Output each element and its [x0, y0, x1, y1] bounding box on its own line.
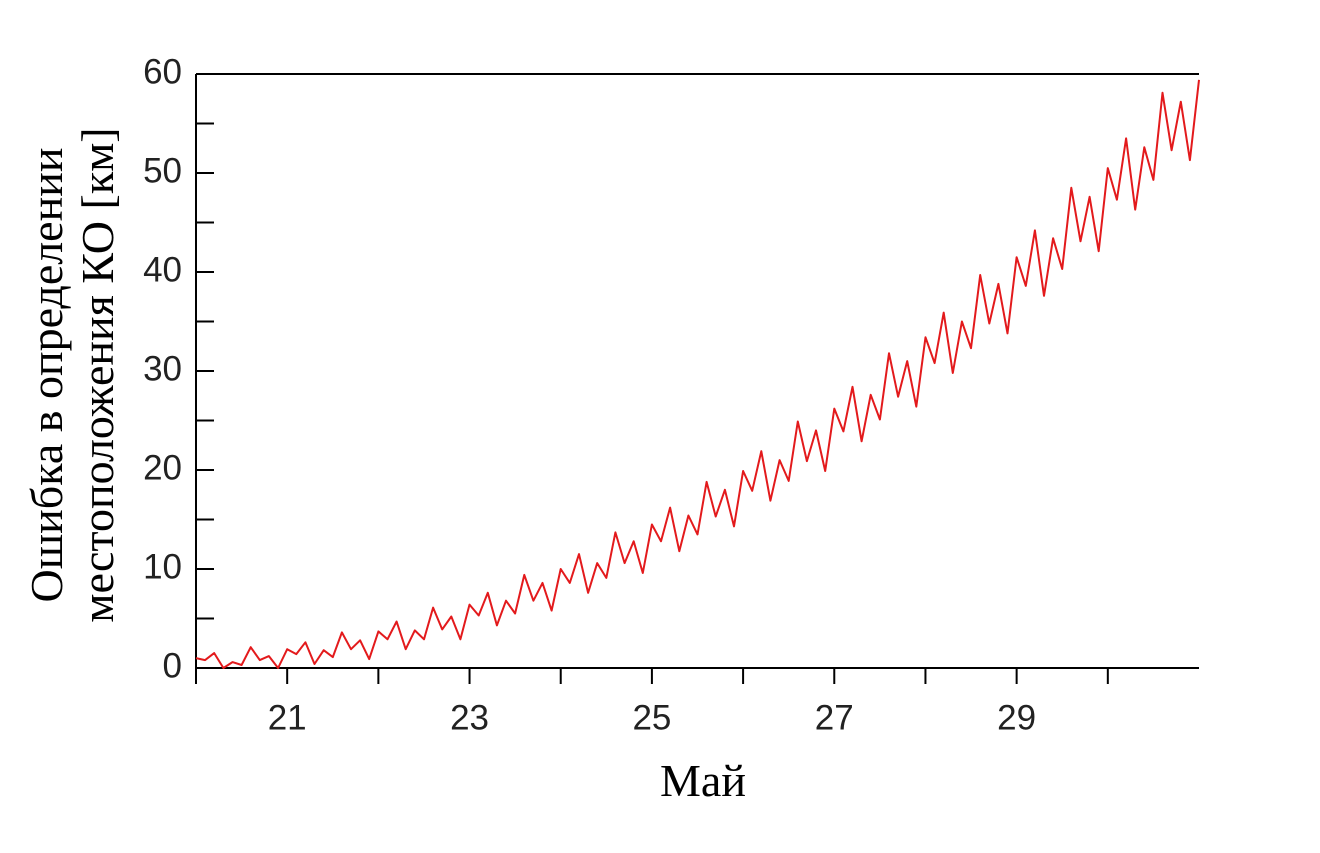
x-tick-label: 25: [632, 698, 671, 737]
y-tick-label: 60: [143, 52, 182, 91]
y-tick-label: 10: [143, 547, 182, 586]
y-tick-label: 40: [143, 250, 182, 289]
y-tick-label: 0: [163, 646, 182, 685]
x-axis-label: Май: [660, 755, 746, 806]
x-tick-label: 21: [268, 698, 307, 737]
y-axis-label: местоположения КО [км]: [72, 127, 123, 622]
data-line: [195, 79, 1200, 669]
y-tick-label: 20: [143, 448, 182, 487]
y-axis-label: Ошибка в определении: [21, 148, 72, 603]
y-tick-label: 50: [143, 151, 182, 190]
x-tick-label: 27: [815, 698, 854, 737]
x-tick-label: 29: [997, 698, 1036, 737]
x-tick-label: 23: [450, 698, 489, 737]
y-tick-label: 30: [143, 349, 182, 388]
